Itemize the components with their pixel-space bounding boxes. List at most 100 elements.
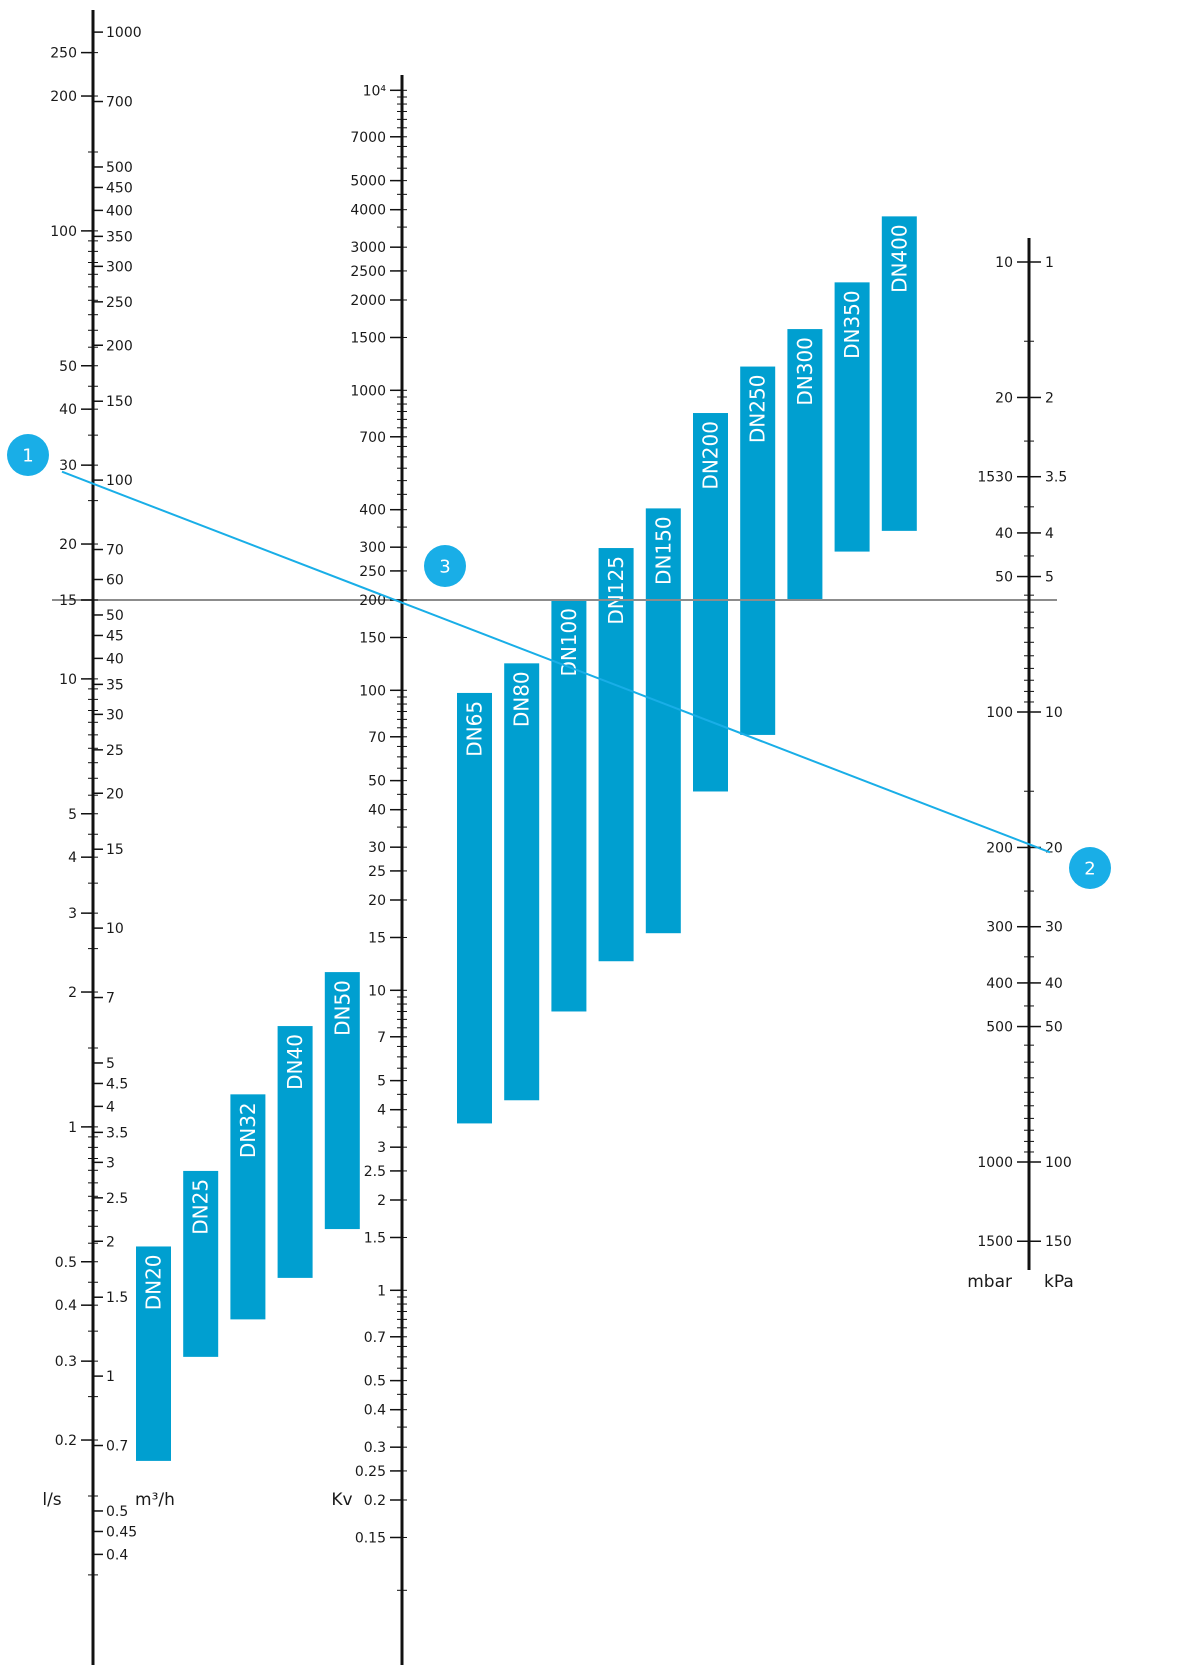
axes-group: 250200100504030201510543210.50.40.30.210… xyxy=(42,10,1074,1665)
kv-tick-label-0-4: 0.4 xyxy=(364,1403,386,1419)
valve-bar-label-dn200: DN200 xyxy=(699,421,723,490)
mbar-tick-label-200: 200 xyxy=(986,840,1013,856)
mbar-tick-label-500: 500 xyxy=(986,1020,1013,1036)
kv-tick-label-2000: 2000 xyxy=(350,293,386,309)
m3h-tick-label-0-7: 0.7 xyxy=(106,1439,128,1455)
valve-bar-dn40 xyxy=(277,1026,313,1278)
m3h-tick-label-150: 150 xyxy=(106,394,133,410)
kv-tick-label-1000: 1000 xyxy=(350,383,386,399)
kv-tick-label-4: 4 xyxy=(377,1103,386,1119)
valve-bar-dn300 xyxy=(787,329,823,600)
kpa-tick-label-30: 30 xyxy=(1045,920,1063,936)
kv-tick-label-2-5: 2.5 xyxy=(364,1164,386,1180)
flow-unit-ls: l/s xyxy=(42,1490,61,1510)
m3h-tick-label-40: 40 xyxy=(106,651,124,667)
kv-tick-label-200: 200 xyxy=(359,593,386,609)
ls-tick-label-10: 10 xyxy=(59,672,77,688)
valve-bar-label-dn150: DN150 xyxy=(651,516,675,585)
m3h-tick-label-450: 450 xyxy=(106,180,133,196)
m3h-tick-label-2: 2 xyxy=(106,1234,115,1250)
ls-tick-label-5: 5 xyxy=(68,807,77,823)
valve-bar-dn20 xyxy=(136,1246,171,1461)
valve-bar-label-dn50: DN50 xyxy=(330,980,354,1036)
construction-line xyxy=(61,470,1051,854)
kpa-tick-label-150: 150 xyxy=(1045,1234,1072,1250)
valve-bar-label-dn32: DN32 xyxy=(236,1102,260,1158)
m3h-tick-label-400: 400 xyxy=(106,203,133,219)
m3h-tick-label-0-5: 0.5 xyxy=(106,1504,128,1520)
m3h-tick-label-300: 300 xyxy=(106,259,133,275)
kpa-tick-label-1: 1 xyxy=(1045,255,1054,271)
valve-bar-label-dn80: DN80 xyxy=(510,671,534,727)
ls-tick-label-2: 2 xyxy=(68,985,77,1001)
kv-tick-label-0-7: 0.7 xyxy=(364,1330,386,1346)
kv-tick-label-150: 150 xyxy=(359,630,386,646)
mbar-tick-label-1000: 1000 xyxy=(977,1155,1013,1171)
m3h-tick-label-30: 30 xyxy=(106,707,124,723)
kv-tick-label-30: 30 xyxy=(368,840,386,856)
m3h-tick-label-0-4: 0.4 xyxy=(106,1547,128,1563)
mbar-tick-label-20: 20 xyxy=(995,390,1013,406)
valve-size-bars: DN20 DN25 DN32 DN40 DN50 DN65 DN80 DN100 DN125 DN… xyxy=(136,216,917,1461)
valve-bar-label-dn65: DN65 xyxy=(463,701,487,757)
m3h-tick-label-5: 5 xyxy=(106,1056,115,1072)
m3h-tick-label-45: 45 xyxy=(106,628,124,644)
kpa-tick-label-40: 40 xyxy=(1045,976,1063,992)
mbar-tick-label-100: 100 xyxy=(986,705,1013,721)
m3h-tick-label-200: 200 xyxy=(106,338,133,354)
m3h-tick-label-100: 100 xyxy=(106,473,133,489)
valve-bar-dn200 xyxy=(693,413,728,792)
kv-tick-label-2: 2 xyxy=(377,1193,386,1209)
ls-tick-label-0-2: 0.2 xyxy=(55,1433,77,1449)
pressure-unit-kpa: kPa xyxy=(1044,1272,1074,1292)
m3h-tick-label-250: 250 xyxy=(106,295,133,311)
mbar-tick-label-1500: 1500 xyxy=(977,1234,1013,1250)
valve-bar-dn50 xyxy=(324,972,360,1230)
m3h-tick-label-20: 20 xyxy=(106,786,124,802)
m3h-tick-label-4-5: 4.5 xyxy=(106,1076,128,1092)
marker-circle-3 xyxy=(424,545,466,587)
kv-tick-label-70: 70 xyxy=(368,730,386,746)
m3h-tick-label-35: 35 xyxy=(106,677,124,693)
m3h-tick-label-10: 10 xyxy=(106,921,124,937)
mbar-tick-label-300: 300 xyxy=(986,920,1013,936)
marker-circle-2 xyxy=(1069,847,1111,889)
kv-tick-label-300: 300 xyxy=(359,540,386,556)
ls-tick-label-4: 4 xyxy=(68,850,77,866)
flow-unit-m3h: m³/h xyxy=(135,1490,175,1510)
kpa-tick-label-4: 4 xyxy=(1045,526,1054,542)
mbar-tick-label-400: 400 xyxy=(986,976,1013,992)
markers-group: 1 2 3 xyxy=(7,434,1111,889)
ls-tick-label-30: 30 xyxy=(59,458,77,474)
mbar-tick-label-50: 50 xyxy=(995,570,1013,586)
kv-tick-label-400: 400 xyxy=(359,503,386,519)
kpa-tick-label-50: 50 xyxy=(1045,1020,1063,1036)
kv-tick-label-250: 250 xyxy=(359,564,386,580)
construction-line-group xyxy=(61,470,1051,854)
kpa-tick-label-3-5: 3.5 xyxy=(1045,470,1067,486)
m3h-tick-label-70: 70 xyxy=(106,543,124,559)
kv-tick-label-100: 100 xyxy=(359,683,386,699)
mbar-tick-label-40: 40 xyxy=(995,526,1013,542)
kpa-tick-label-2: 2 xyxy=(1045,390,1054,406)
valve-bar-dn350 xyxy=(834,282,870,552)
m3h-tick-label-25: 25 xyxy=(106,743,124,759)
valve-bar-label-dn40: DN40 xyxy=(283,1034,307,1090)
kv-tick-label-0-5: 0.5 xyxy=(364,1374,386,1390)
m3h-tick-label-50: 50 xyxy=(106,608,124,624)
kv-tick-label-0-3: 0.3 xyxy=(364,1440,386,1456)
m3h-tick-label-1000: 1000 xyxy=(106,25,142,41)
valve-bar-label-dn25: DN25 xyxy=(189,1179,213,1235)
kv-tick-label-4000: 4000 xyxy=(350,203,386,219)
marker-label-1: 1 xyxy=(22,446,33,467)
ls-tick-label-3: 3 xyxy=(68,906,77,922)
valve-bar-label-dn125: DN125 xyxy=(604,556,628,625)
kv-tick-label-top: 10⁴ xyxy=(363,83,387,99)
kv-unit-label: Kv xyxy=(331,1490,352,1510)
m3h-tick-label-60: 60 xyxy=(106,573,124,589)
valve-bar-dn400 xyxy=(881,216,917,531)
kv-tick-label-0-25: 0.25 xyxy=(355,1464,386,1480)
kv-tick-label-1500: 1500 xyxy=(350,330,386,346)
